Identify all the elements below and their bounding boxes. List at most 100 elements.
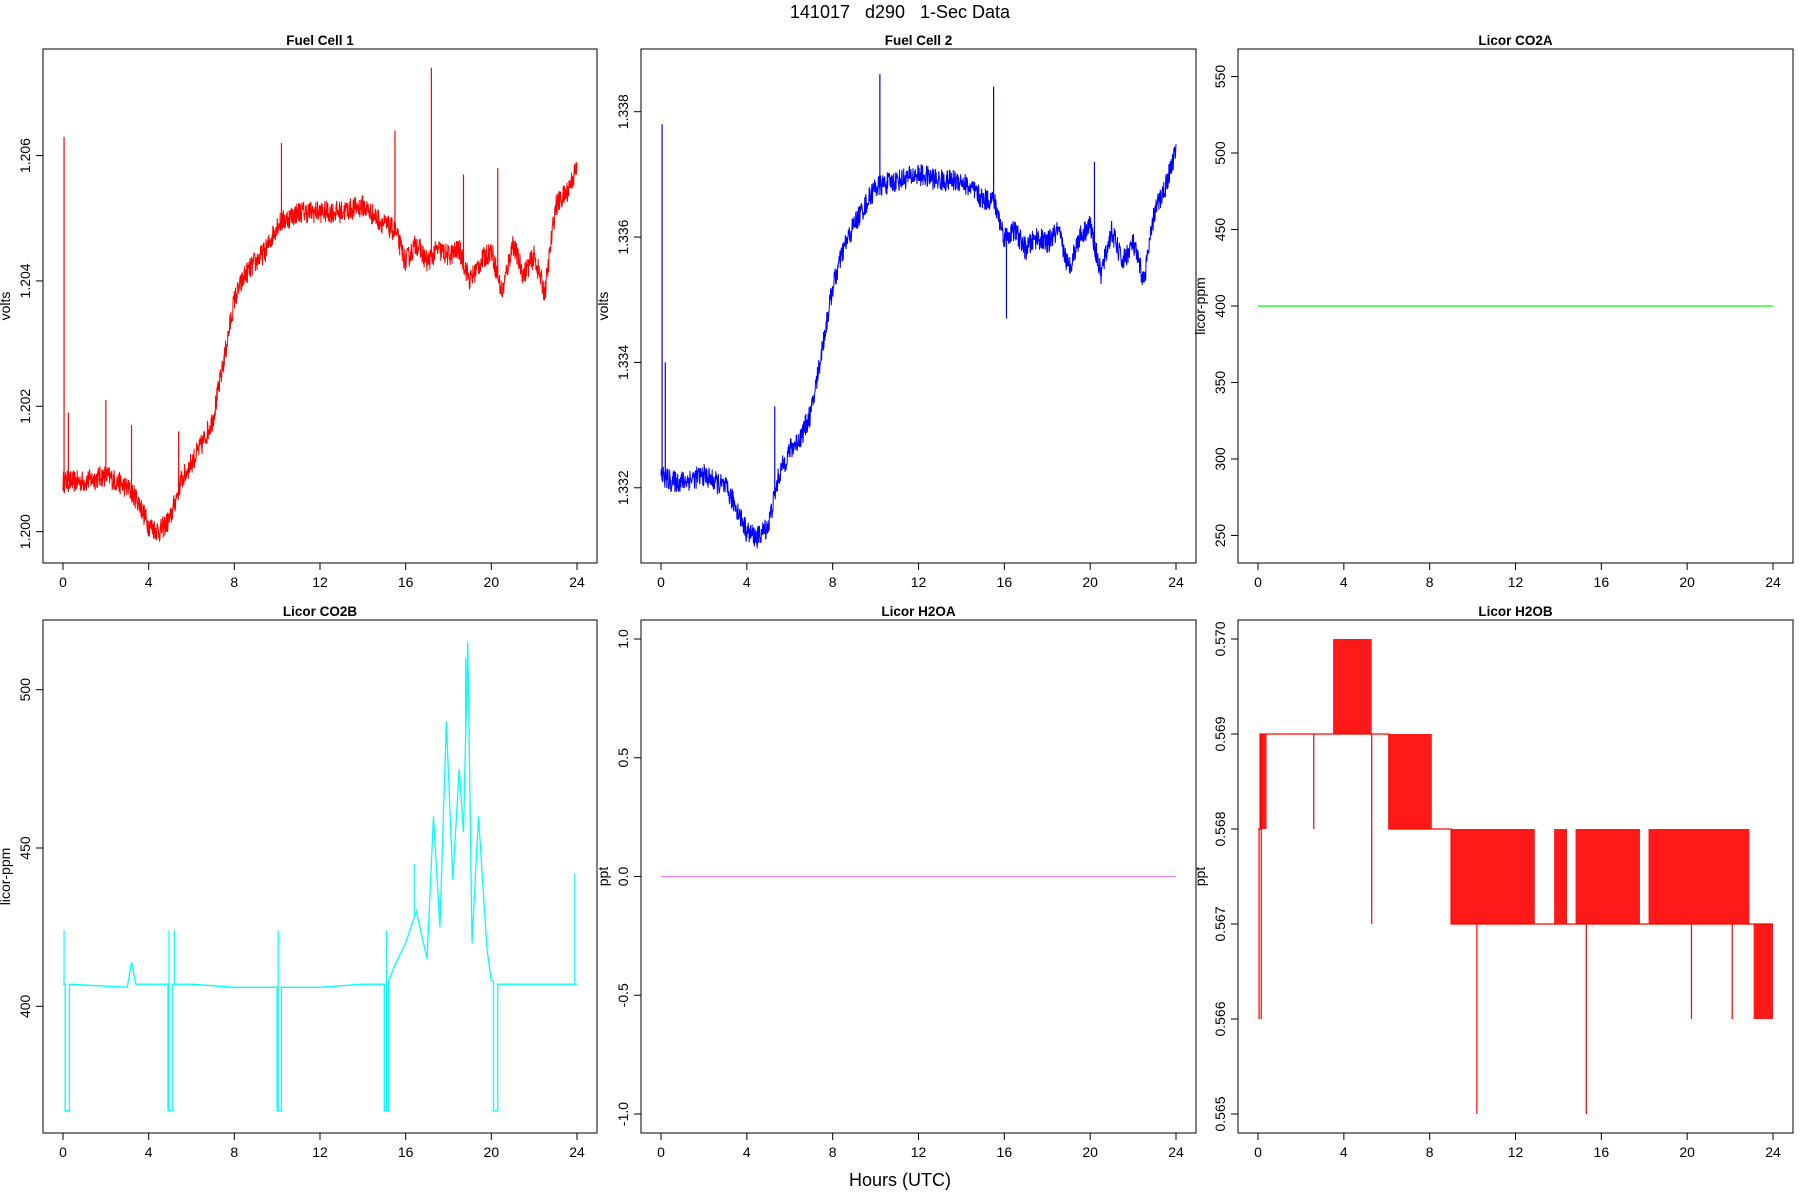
data-band <box>1333 639 1372 734</box>
x-tick-label: 16 <box>398 574 414 590</box>
y-tick-label: 550 <box>1212 65 1228 89</box>
data-layer <box>62 67 578 542</box>
panel-title: Licor CO2A <box>1478 33 1553 48</box>
series-line-1 <box>63 642 577 1112</box>
y-tick-label: -0.5 <box>615 983 631 1007</box>
plot-frame <box>42 619 598 1134</box>
x-tick-label: 8 <box>230 1144 238 1160</box>
chart-panel-1: Fuel Cell 1 0 4 8 12 16 20 24 1.200 1.202 1.204 1.2… <box>0 33 598 590</box>
figure-title: 141017 d290 1-Sec Data <box>789 2 1011 22</box>
x-tick-label: 12 <box>312 574 328 590</box>
x-tick-label: 20 <box>1082 574 1098 590</box>
data-layer <box>660 74 1177 549</box>
x-tick-label: 16 <box>997 574 1013 590</box>
data-layer <box>63 642 577 1112</box>
x-tick-label: 24 <box>1765 574 1781 590</box>
y-tick-label: 1.334 <box>615 345 631 380</box>
x-tick-label: 12 <box>911 1144 927 1160</box>
y-axis-label: licor-ppm <box>0 848 13 906</box>
y-tick-label: 0.568 <box>1212 811 1228 846</box>
x-tick-label: 8 <box>1426 574 1434 590</box>
y-tick-label: 0.567 <box>1212 906 1228 941</box>
y-tick-label: 350 <box>1212 371 1228 395</box>
x-tick-label: 0 <box>59 1144 67 1160</box>
y-tick-label: 1.0 <box>615 629 631 649</box>
x-tick-label: 0 <box>59 574 67 590</box>
x-tick-label: 0 <box>657 574 665 590</box>
y-tick-label: 1.204 <box>17 263 33 298</box>
y-tick-label: 450 <box>1212 218 1228 242</box>
x-tick-label: 24 <box>569 574 585 590</box>
y-tick-label: 1.206 <box>17 138 33 173</box>
data-band <box>1575 829 1640 924</box>
y-tick-label: 450 <box>17 836 33 860</box>
x-tick-label: 8 <box>829 574 837 590</box>
x-tick-label: 20 <box>484 1144 500 1160</box>
x-tick-label: 12 <box>911 574 927 590</box>
x-tick-label: 4 <box>145 574 153 590</box>
panel-title: Fuel Cell 2 <box>885 33 953 48</box>
x-tick-label: 12 <box>312 1144 328 1160</box>
y-tick-label: 1.338 <box>615 94 631 129</box>
y-tick-label: 0.570 <box>1212 621 1228 656</box>
x-tick-label: 4 <box>1340 574 1348 590</box>
x-tick-label: 4 <box>1340 1144 1348 1160</box>
y-tick-label: 300 <box>1212 447 1228 471</box>
y-tick-label: 1.332 <box>615 470 631 505</box>
chart-panel-5: Licor H2OA 0 4 8 12 16 20 24 -1.0 -0.5 0.0 0.5 1.0 pp… <box>595 604 1197 1160</box>
x-tick-label: 20 <box>1679 574 1695 590</box>
x-tick-label: 4 <box>145 1144 153 1160</box>
y-tick-label: 0.566 <box>1212 1001 1228 1036</box>
y-tick-label: -1.0 <box>615 1102 631 1126</box>
chart-panel-6: Licor H2OB 0 4 8 12 16 20 24 0.565 0.566 0.567 0.56… <box>1192 604 1794 1160</box>
y-tick-label: 0.0 <box>615 867 631 887</box>
x-tick-label: 16 <box>1594 1144 1610 1160</box>
data-band <box>1451 829 1535 924</box>
data-band <box>1554 829 1567 924</box>
y-tick-label: 0.565 <box>1212 1096 1228 1131</box>
x-axis-title: Hours (UTC) <box>849 1170 951 1190</box>
y-tick-label: 250 <box>1212 524 1228 548</box>
y-tick-label: 0.569 <box>1212 716 1228 751</box>
y-axis-label: ppt <box>595 867 611 887</box>
y-axis-label: ppt <box>1192 867 1208 887</box>
x-tick-label: 24 <box>1168 1144 1184 1160</box>
x-tick-label: 8 <box>230 574 238 590</box>
panel-title: Fuel Cell 1 <box>286 33 354 48</box>
x-tick-label: 4 <box>743 574 751 590</box>
y-tick-label: 400 <box>1212 294 1228 318</box>
chart-panel-4: Licor CO2B 0 4 8 12 16 20 24 400 450 500 licor-ppm <box>0 604 598 1160</box>
y-axis-label: volts <box>0 292 13 321</box>
x-tick-label: 0 <box>657 1144 665 1160</box>
chart-panel-3: Licor CO2A 0 4 8 12 16 20 24 250 300 350 400 450 500 5… <box>1192 33 1794 590</box>
data-band <box>1648 829 1750 924</box>
x-tick-label: 20 <box>1082 1144 1098 1160</box>
x-tick-label: 16 <box>398 1144 414 1160</box>
y-tick-label: 1.336 <box>615 219 631 254</box>
panel-title: Licor H2OB <box>1478 604 1553 619</box>
series-line-1 <box>660 144 1177 549</box>
data-layer <box>1258 639 1773 1114</box>
y-axis-label: volts <box>595 292 611 321</box>
x-tick-label: 24 <box>1168 574 1184 590</box>
y-tick-label: 0.5 <box>615 748 631 768</box>
y-tick-label: 400 <box>17 994 33 1018</box>
series-line-1 <box>62 161 578 542</box>
y-tick-label: 1.202 <box>17 389 33 424</box>
panel-title: Licor CO2B <box>283 604 358 619</box>
x-tick-label: 4 <box>743 1144 751 1160</box>
y-tick-label: 500 <box>1212 141 1228 165</box>
x-tick-label: 16 <box>1594 574 1610 590</box>
x-tick-label: 24 <box>569 1144 585 1160</box>
chart-panel-2: Fuel Cell 2 0 4 8 12 16 20 24 1.332 1.334 1.336 1.3… <box>595 33 1197 590</box>
data-band <box>1260 734 1267 829</box>
data-band <box>1753 924 1773 1019</box>
x-tick-label: 16 <box>997 1144 1013 1160</box>
x-tick-label: 8 <box>1426 1144 1434 1160</box>
x-tick-label: 20 <box>1679 1144 1695 1160</box>
y-tick-label: 500 <box>17 678 33 702</box>
x-tick-label: 20 <box>484 574 500 590</box>
x-tick-label: 24 <box>1765 1144 1781 1160</box>
